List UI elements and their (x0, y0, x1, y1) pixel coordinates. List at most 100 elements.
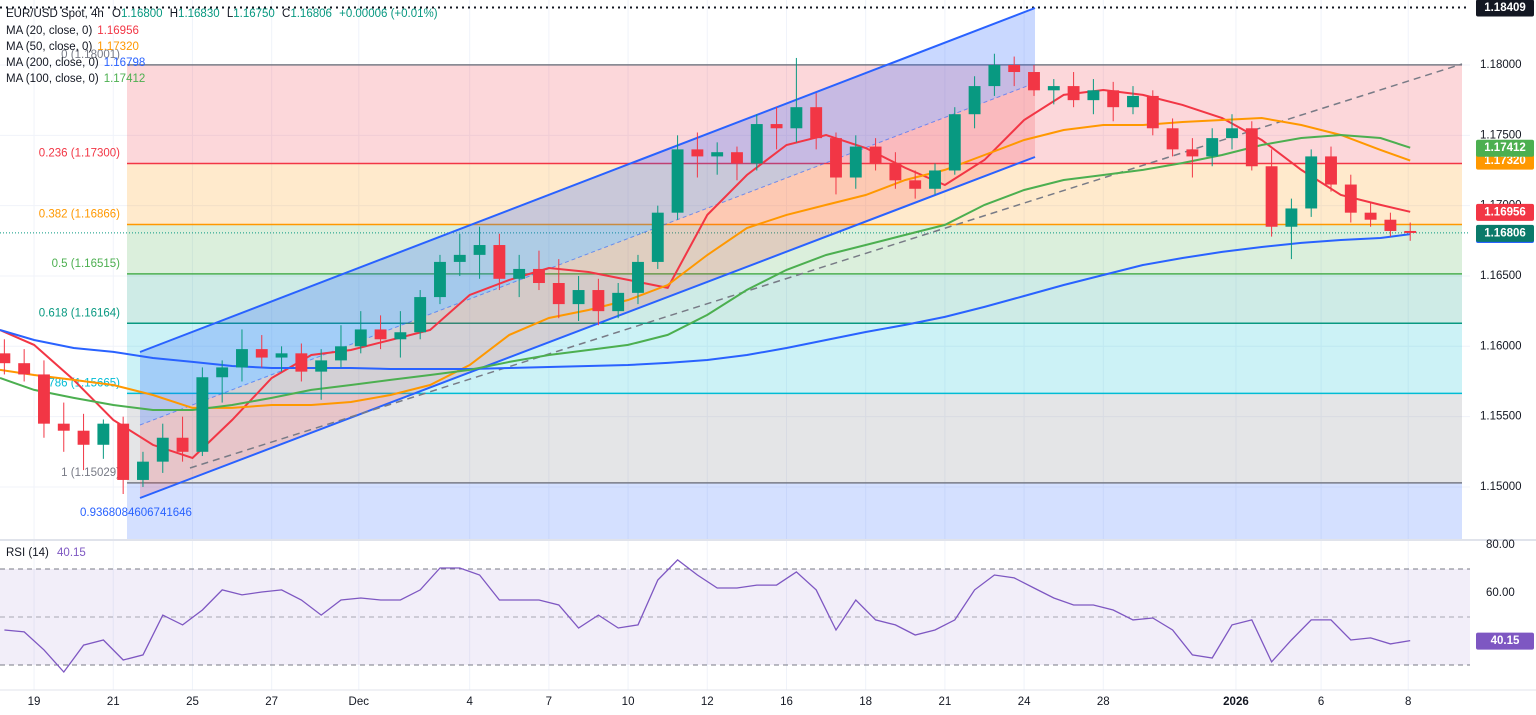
high-badge: 1.18409 (1484, 2, 1526, 14)
candle-body (948, 114, 961, 171)
candle-body (77, 430, 90, 445)
x-tick-label: Dec (349, 696, 370, 708)
x-tick-label: 16 (780, 696, 793, 708)
candle-body (513, 268, 526, 279)
candle-body (1305, 156, 1318, 209)
candles (0, 53, 1417, 495)
x-tick-label: 19 (28, 696, 41, 708)
candle-body (315, 360, 328, 372)
fib-label: 0.382 (1.16866) (39, 209, 120, 221)
candle-body (612, 292, 625, 312)
ohlc-value: 1.16806 (290, 8, 332, 20)
candle-body (275, 353, 288, 358)
fib-zone (127, 393, 1462, 483)
rsi-badge-bg (1476, 632, 1534, 650)
change: +0.00006 (+0.01%) (339, 8, 438, 20)
rsi-legend: RSI (14) 40.15 (6, 547, 86, 559)
candle-body (1285, 208, 1298, 227)
candle-body (0, 353, 11, 364)
candle-body (711, 152, 724, 157)
candle-body (1107, 90, 1120, 108)
candle-body (137, 461, 149, 480)
fib-zone (127, 273, 1462, 324)
y-tick-label: 1.16500 (1480, 270, 1522, 282)
moving-averages (0, 88, 1411, 460)
candle-body (1008, 64, 1021, 73)
candle-body (750, 124, 763, 164)
fib-label: 0 (1.18001) (61, 49, 120, 61)
candle-body (1067, 86, 1080, 101)
candle-body (849, 146, 862, 178)
candle-body (97, 423, 110, 445)
ma-value: 1.17412 (104, 73, 146, 85)
candle-body (691, 149, 704, 157)
candle-body (1047, 86, 1060, 91)
ma-line (0, 116, 1411, 409)
ma-badge: 1.17320 (1484, 155, 1526, 167)
rsi-line (4, 559, 1411, 674)
candle-body (731, 152, 743, 164)
y-tick-label: 1.18000 (1480, 59, 1522, 71)
candle-body (38, 374, 50, 424)
rsi-pane (0, 559, 1470, 674)
ohlc-key: L (227, 8, 234, 20)
fib-extension-zone (127, 482, 1462, 540)
ma-value: 1.17320 (97, 41, 139, 53)
ma-badge-bg (1476, 152, 1534, 170)
ma-name: MA (200, close, 0) (6, 57, 99, 69)
x-tick-label: 21 (938, 696, 951, 708)
ma-badge: 1.17412 (1484, 142, 1526, 154)
fib-label: 0.5 (1.16515) (52, 258, 121, 270)
last-price-badge-bg (1476, 224, 1534, 242)
rsi-value: 40.15 (57, 547, 86, 559)
candle-body (374, 329, 387, 340)
candle-body (335, 346, 347, 361)
candle-body (196, 377, 209, 452)
x-tick-label: 28 (1097, 696, 1110, 708)
candle-body (117, 423, 130, 480)
candle-body (176, 437, 189, 452)
rsi-title: RSI (14) (6, 547, 49, 559)
candle-body (889, 163, 902, 181)
x-tick-label: 18 (859, 696, 872, 708)
x-tick-label: 4 (466, 696, 473, 708)
fib-label: 0.236 (1.17300) (39, 147, 120, 159)
x-tick-label: 12 (701, 696, 714, 708)
last-price-badge: 1.16806 (1484, 227, 1526, 239)
candle-body (236, 349, 248, 368)
candle-body (1384, 219, 1397, 231)
y-tick-label: 1.15500 (1480, 411, 1522, 423)
y-tick-label: 1.15000 (1480, 481, 1522, 493)
candle-body (18, 363, 31, 375)
ma-line (0, 88, 1411, 460)
trend-line (189, 63, 1463, 469)
x-tick-label: 6 (1318, 696, 1324, 708)
candle-body (592, 290, 605, 312)
ma-legend: MA (200, close, 0) 1.16798 (6, 57, 145, 69)
x-tick-label: 24 (1018, 696, 1031, 708)
symbol-title: EUR/USD Spot, 4h (6, 8, 104, 20)
rsi-badge: 40.15 (1491, 635, 1520, 647)
candle-body (216, 367, 229, 378)
candle-body (671, 149, 684, 213)
candle-body (790, 107, 803, 129)
candle-body (632, 261, 644, 293)
candle-body (57, 423, 70, 431)
candle-body (1146, 95, 1159, 129)
candle-body (1245, 128, 1258, 167)
channel-top (139, 7, 1036, 353)
candle-body (493, 245, 506, 279)
candle-body (810, 107, 823, 139)
candle-body (572, 290, 585, 305)
ma-value: 1.16956 (97, 25, 139, 37)
x-tick-label: 21 (107, 696, 120, 708)
ma-value: 1.16798 (104, 57, 146, 69)
candle-body (830, 138, 842, 178)
candle-body (909, 180, 922, 189)
ma-name: MA (100, close, 0) (6, 73, 99, 85)
ma-badge-bg (1476, 139, 1534, 157)
candle-body (552, 283, 565, 305)
fib-extension-label: 0.9368084606741646 (80, 507, 192, 519)
rsi-tick-label: 60.00 (1486, 587, 1515, 599)
